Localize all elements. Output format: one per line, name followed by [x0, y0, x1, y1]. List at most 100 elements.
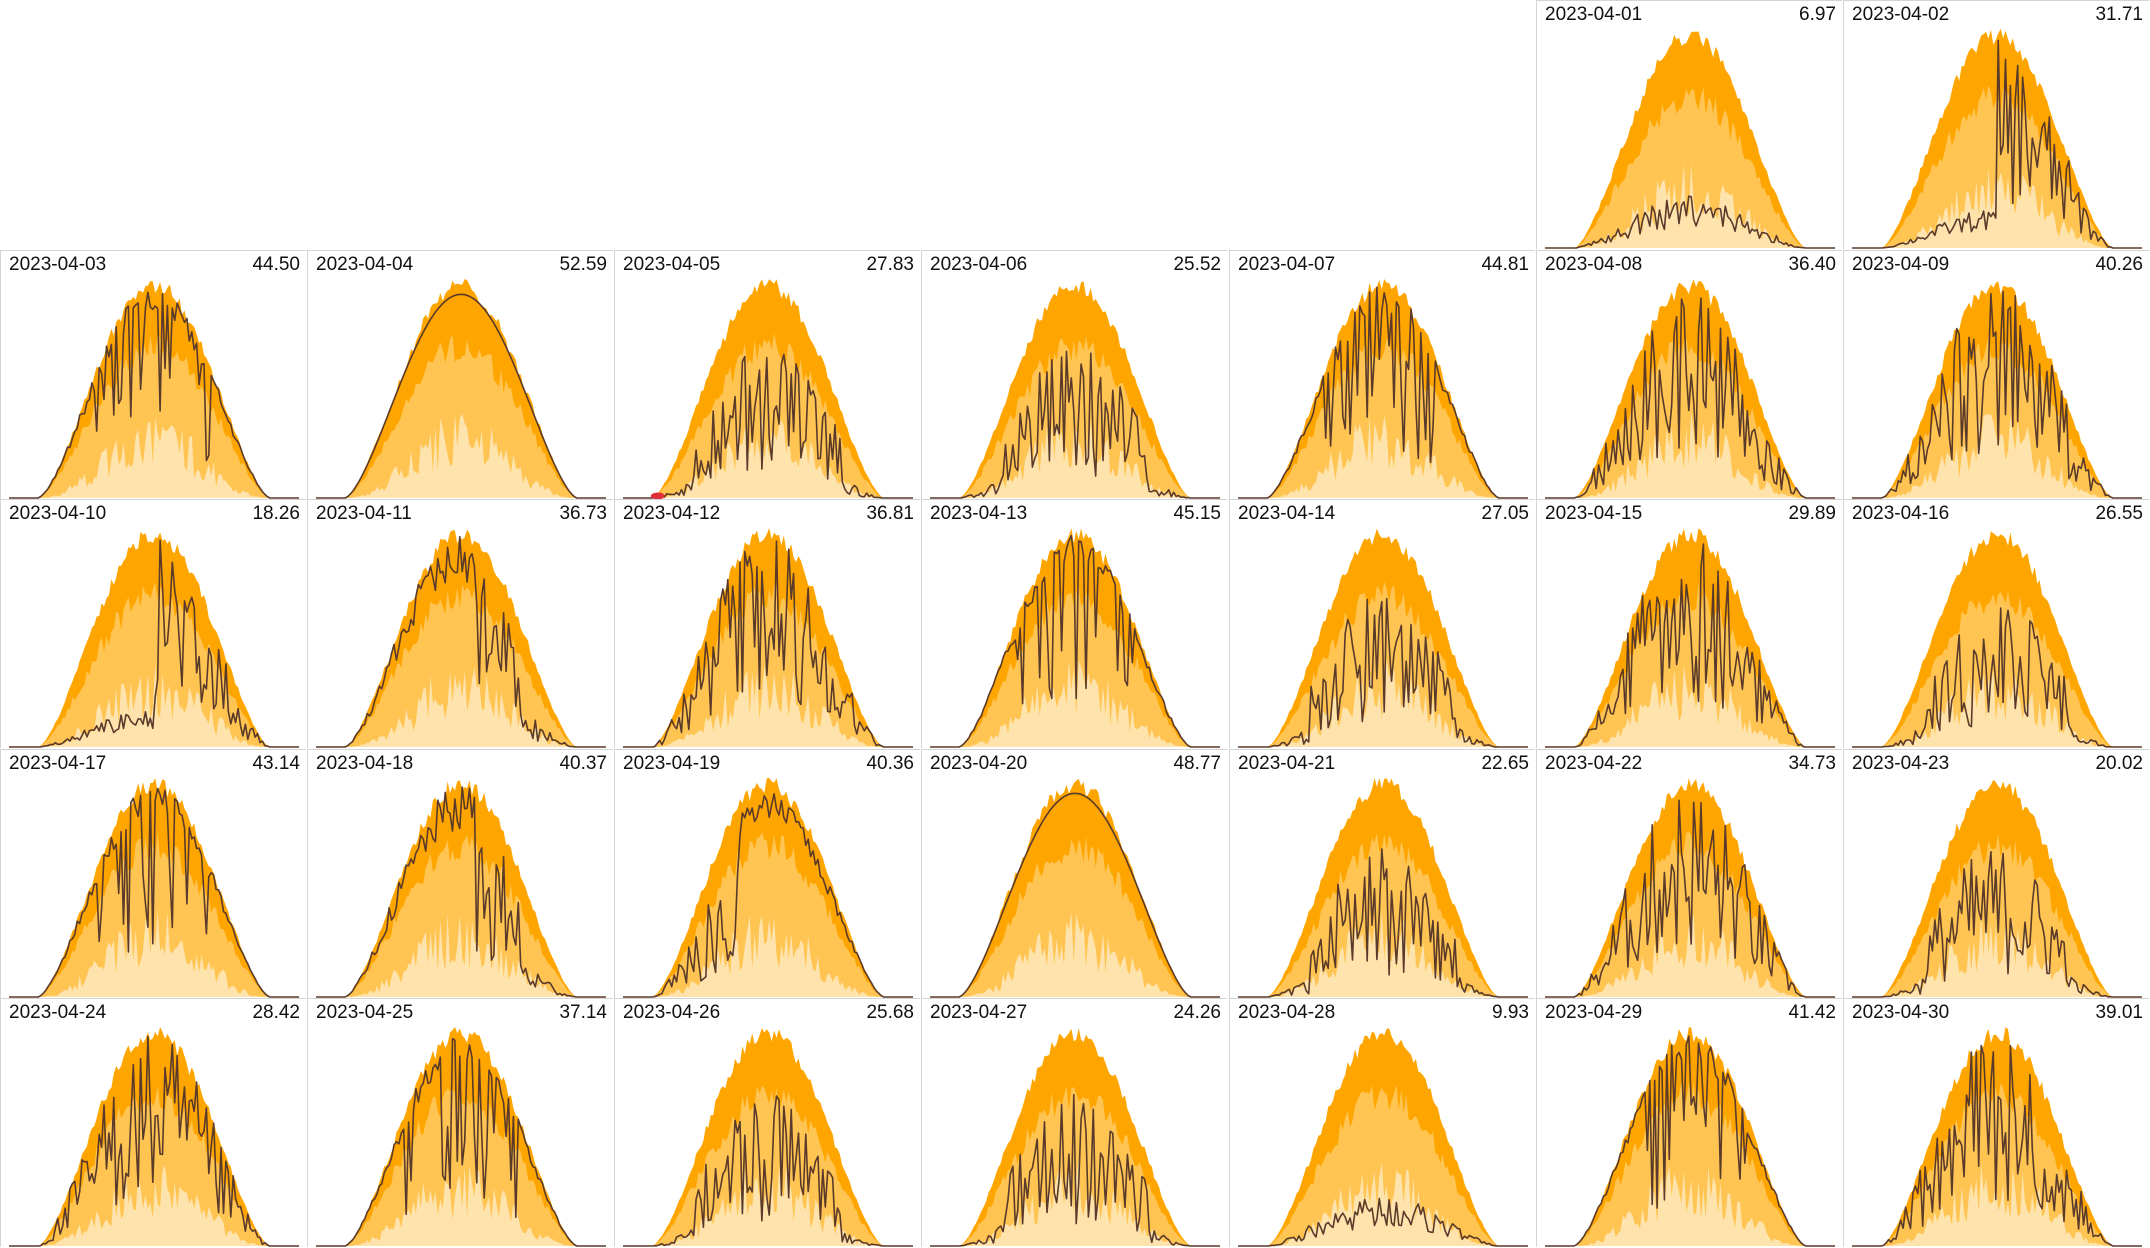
day-panel-2023-04-16: 2023-04-16 26.55: [1843, 499, 2149, 748]
actual-production-line: [1238, 286, 1528, 499]
day-chart: [316, 1027, 606, 1247]
day-chart: [930, 1028, 1220, 1247]
date-label: 2023-04-21: [1238, 753, 1336, 774]
date-label: 2023-04-13: [930, 503, 1028, 524]
day-panel-2023-04-22: 2023-04-22 34.73: [1536, 749, 1842, 998]
envelope-inner-band: [316, 913, 606, 997]
actual-production-line: [1852, 290, 2142, 499]
daily-total-label: 40.37: [559, 753, 607, 774]
day-chart: [316, 780, 606, 998]
day-panel-2023-04-03: 2023-04-03 44.50: [0, 250, 306, 499]
daily-total-label: 36.40: [1788, 254, 1836, 275]
actual-production-line: [930, 350, 1220, 499]
actual-production-line: [1852, 1044, 2142, 1247]
day-panel-2023-04-13: 2023-04-13 45.15: [921, 499, 1227, 748]
envelope-inner-band: [9, 1165, 299, 1246]
date-label: 2023-04-24: [9, 1002, 107, 1023]
actual-production-line: [1545, 543, 1835, 748]
actual-production-line: [1545, 1035, 1835, 1247]
day-panel-2023-04-12: 2023-04-12 36.81: [614, 499, 920, 748]
actual-production-line: [623, 353, 913, 499]
day-panel-2023-04-04: 2023-04-04 52.59: [307, 250, 613, 499]
day-panel-2023-04-09: 2023-04-09 40.26: [1843, 250, 2149, 499]
daily-total-label: 44.81: [1481, 254, 1529, 275]
date-label: 2023-04-30: [1852, 1002, 1950, 1023]
envelope-inner-band: [1545, 663, 1835, 747]
date-label: 2023-04-11: [316, 503, 412, 524]
actual-production-line: [316, 293, 606, 499]
daily-total-label: 27.05: [1481, 503, 1529, 524]
daily-total-label: 41.42: [1788, 1002, 1836, 1023]
envelope-inner-band: [1545, 411, 1835, 498]
daily-total-label: 40.36: [866, 753, 914, 774]
date-label: 2023-04-15: [1545, 503, 1643, 524]
day-panel-2023-04-14: 2023-04-14 27.05: [1229, 499, 1535, 748]
day-chart: [1238, 1028, 1528, 1247]
day-panel-2023-04-07: 2023-04-07 44.81: [1229, 250, 1535, 499]
envelope-inner-band: [930, 419, 1220, 498]
daily-total-label: 27.83: [866, 254, 914, 275]
day-chart: [930, 778, 1220, 998]
date-label: 2023-04-19: [623, 753, 721, 774]
actual-production-line: [9, 291, 299, 499]
daily-total-label: 37.14: [559, 1002, 607, 1023]
day-panel-2023-04-17: 2023-04-17 43.14: [0, 749, 306, 998]
envelope-mid-band: [1545, 337, 1835, 498]
date-label: 2023-04-12: [623, 503, 721, 524]
date-label: 2023-04-16: [1852, 503, 1950, 524]
daily-total-label: 28.42: [252, 1002, 300, 1023]
day-panel-2023-04-29: 2023-04-29 41.42: [1536, 998, 1842, 1247]
actual-production-line: [1852, 39, 2142, 249]
date-label: 2023-04-17: [9, 753, 107, 774]
daily-total-label: 25.68: [866, 1002, 914, 1023]
actual-production-line: [1238, 597, 1528, 748]
day-panel-2023-04-30: 2023-04-30 39.01: [1843, 998, 2149, 1247]
daily-total-label: 24.26: [1173, 1002, 1221, 1023]
day-chart: [623, 528, 913, 748]
actual-production-line: [9, 539, 299, 748]
date-label: 2023-04-22: [1545, 753, 1643, 774]
actual-production-line: [9, 1035, 299, 1247]
day-chart: [1545, 778, 1835, 998]
day-chart: [623, 279, 913, 499]
daily-total-label: 31.71: [2095, 4, 2143, 25]
day-panel-2023-04-21: 2023-04-21 22.65: [1229, 749, 1535, 998]
date-label: 2023-04-14: [1238, 503, 1336, 524]
envelope-inner-band: [1545, 914, 1835, 997]
daily-total-label: 52.59: [559, 254, 607, 275]
day-chart: [1545, 279, 1835, 499]
day-chart: [623, 778, 913, 998]
envelope-mid-band: [1545, 87, 1835, 249]
day-panel-2023-04-15: 2023-04-15 29.89: [1536, 499, 1842, 748]
envelope-mid-band: [316, 1088, 606, 1246]
envelope-inner-band: [1238, 1163, 1528, 1246]
day-chart: [930, 281, 1220, 499]
day-chart: [623, 1028, 913, 1247]
envelope-inner-band: [623, 414, 913, 498]
day-chart: [1238, 528, 1528, 748]
date-label: 2023-04-10: [9, 503, 107, 524]
envelope-mid-band: [930, 835, 1220, 997]
day-panel-2023-04-08: 2023-04-08 36.40: [1536, 250, 1842, 499]
day-panel-2023-04-28: 2023-04-28 9.93: [1229, 998, 1535, 1247]
daily-total-label: 20.02: [2095, 753, 2143, 774]
actual-production-line: [316, 535, 606, 748]
day-panel-2023-04-25: 2023-04-25 37.14: [307, 998, 613, 1247]
date-label: 2023-04-04: [316, 254, 414, 275]
day-panel-2023-04-19: 2023-04-19 40.36: [614, 749, 920, 998]
envelope-inner-band: [1852, 414, 2142, 498]
actual-production-line: [316, 1037, 606, 1247]
envelope-mid-band: [316, 835, 606, 997]
daily-total-label: 34.73: [1788, 753, 1836, 774]
day-chart: [9, 778, 299, 998]
envelope-inner-band: [623, 915, 913, 997]
envelope-inner-band: [1238, 660, 1528, 747]
actual-production-line: [930, 1093, 1220, 1247]
day-panel-2023-04-02: 2023-04-02 31.71: [1843, 0, 2149, 249]
daily-total-label: 6.97: [1799, 4, 1836, 25]
date-label: 2023-04-02: [1852, 4, 1950, 25]
day-panel-2023-04-05: 2023-04-05 27.83: [614, 250, 920, 499]
date-label: 2023-04-03: [9, 254, 107, 275]
envelope-inner-band: [930, 911, 1220, 997]
